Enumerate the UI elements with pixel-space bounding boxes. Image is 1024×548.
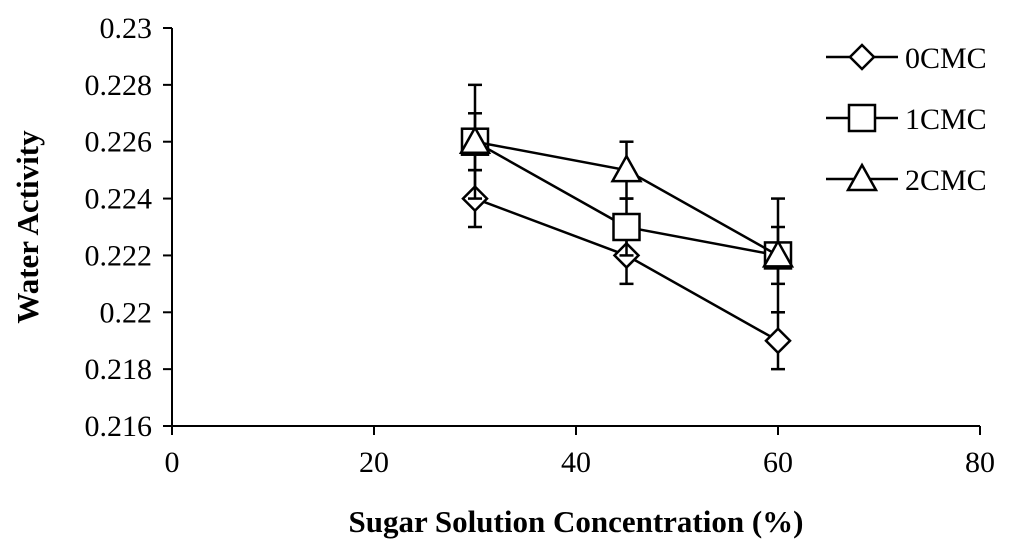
data-point-0cmc bbox=[764, 326, 792, 355]
legend: 0CMC 1CMC 2CMC bbox=[826, 42, 987, 197]
x-tick-label: 80 bbox=[965, 446, 995, 479]
y-tick-label: 0.222 bbox=[85, 239, 153, 272]
legend-item-1cmc: 1CMC bbox=[826, 103, 987, 136]
ticks: 0.216 0.218 0.22 0.222 0.224 0.226 0.228 0.23 0 2… bbox=[85, 12, 996, 479]
legend-marker-1cmc bbox=[847, 103, 877, 133]
y-tick-label: 0.228 bbox=[85, 69, 153, 102]
legend-label-0cmc: 0CMC bbox=[905, 42, 987, 75]
legend-item-2cmc: 2CMC bbox=[826, 162, 987, 197]
x-tick-label: 20 bbox=[359, 446, 389, 479]
y-tick-label: 0.218 bbox=[85, 353, 153, 386]
y-tick-label: 0.23 bbox=[100, 12, 153, 45]
y-axis-title: Water Activity bbox=[10, 130, 45, 324]
y-tick-label: 0.22 bbox=[100, 296, 153, 329]
data-point-2cmc bbox=[761, 238, 795, 268]
series-2cmc bbox=[458, 112, 795, 286]
data-point-1cmc bbox=[612, 212, 641, 242]
x-axis-title: Sugar Solution Concentration (%) bbox=[349, 504, 804, 539]
legend-marker-2cmc bbox=[845, 162, 879, 192]
x-tick-label: 0 bbox=[165, 446, 180, 479]
legend-marker-0cmc bbox=[848, 43, 876, 71]
axes bbox=[171, 28, 980, 427]
legend-item-0cmc: 0CMC bbox=[826, 42, 987, 75]
data-point-2cmc bbox=[610, 153, 643, 183]
y-tick-label: 0.224 bbox=[85, 183, 153, 216]
legend-label-1cmc: 1CMC bbox=[905, 103, 987, 136]
y-tick-label: 0.216 bbox=[85, 410, 153, 443]
data-point-2cmc bbox=[458, 125, 492, 154]
series-layer bbox=[458, 83, 795, 371]
y-tick-label: 0.226 bbox=[85, 126, 153, 159]
legend-label-2cmc: 2CMC bbox=[905, 164, 987, 197]
x-tick-label: 40 bbox=[561, 446, 591, 479]
x-tick-label: 60 bbox=[763, 446, 793, 479]
